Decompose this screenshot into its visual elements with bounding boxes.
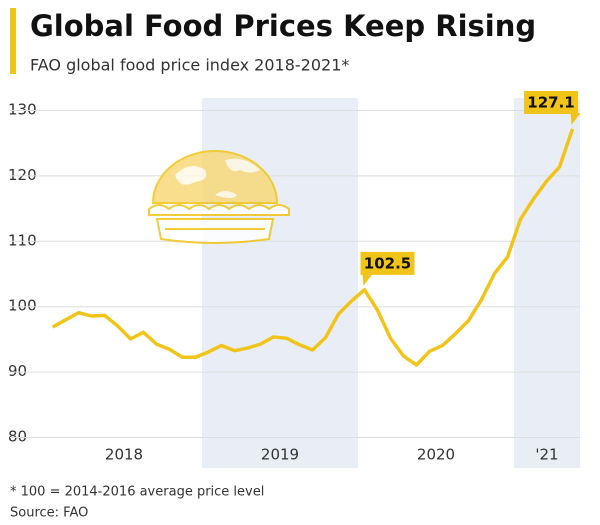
x-tick-label: 2019	[261, 446, 299, 464]
data-label: 127.1	[527, 93, 574, 111]
accent-bar	[10, 8, 16, 74]
callout-pointer	[362, 273, 373, 286]
grid: 80 90 100 110 120 130	[8, 101, 580, 446]
source: Source: FAO	[10, 506, 88, 521]
y-tick-label: 90	[8, 362, 27, 380]
price-line	[51, 128, 575, 367]
x-tick-label: 2018	[105, 446, 143, 464]
y-tick-label: 130	[8, 101, 37, 119]
chart-subtitle: FAO global food price index 2018-2021*	[30, 56, 349, 75]
x-tick-label: '21	[535, 446, 558, 464]
y-tick-label: 80	[8, 428, 27, 446]
bands	[202, 98, 580, 468]
year-band	[514, 98, 580, 468]
chart-title: Global Food Prices Keep Rising	[30, 9, 536, 43]
x-tick-label: 2020	[417, 446, 455, 464]
callout-box	[360, 251, 415, 275]
plot: 2018 2019 2020 '21 102.5 127.1	[51, 90, 581, 464]
callout-box	[524, 90, 578, 114]
callout-pointer	[570, 112, 581, 125]
y-tick-label: 100	[8, 297, 37, 315]
data-label: 102.5	[364, 254, 411, 272]
footnote: * 100 = 2014-2016 average price level	[10, 485, 264, 500]
y-tick-label: 120	[8, 166, 37, 184]
y-tick-label: 110	[8, 231, 37, 249]
burger-icon	[148, 150, 290, 244]
